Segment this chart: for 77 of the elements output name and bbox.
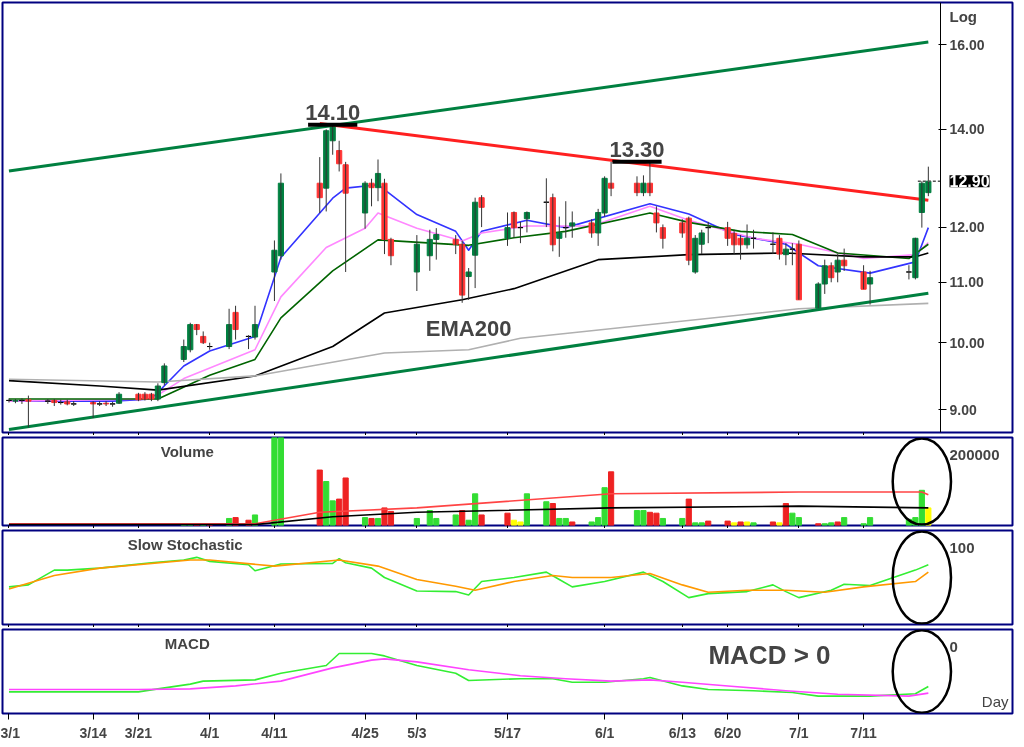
- candlestick: [834, 253, 841, 283]
- candlestick: [640, 174, 647, 197]
- bar: [743, 521, 751, 526]
- bar: [834, 521, 841, 526]
- bar: [608, 471, 615, 526]
- y-tick-label: 16.00: [949, 36, 985, 53]
- x-tick-label: 3/14: [79, 724, 107, 741]
- x-tick-label: 6/13: [668, 724, 697, 741]
- chart-title: MACD: [164, 634, 210, 652]
- x-tick-label: 7/1: [789, 724, 809, 741]
- x-tick-label: 3/21: [124, 724, 153, 741]
- x-axis-title: Day: [981, 692, 1009, 710]
- bar: [750, 522, 757, 526]
- candlestick: [25, 395, 32, 428]
- ref-line-label: 12.90: [949, 173, 990, 191]
- candlestick: [504, 211, 511, 247]
- candlestick: [588, 218, 595, 239]
- candlestick: [193, 323, 200, 336]
- text: 100: [949, 538, 975, 556]
- y-tick-label: 10.00: [949, 334, 985, 351]
- line-series: [8, 302, 930, 383]
- x-tick-label: 4/25: [351, 724, 379, 741]
- candlestick: [232, 305, 239, 341]
- x-tick-label: 3/1: [0, 724, 21, 741]
- candlestick: [556, 216, 563, 258]
- annotation: MACD > 0: [708, 639, 831, 670]
- bar: [374, 517, 382, 526]
- bar: [452, 514, 459, 526]
- annotation: 13.30: [609, 136, 665, 162]
- candlestick: [776, 234, 783, 261]
- chart-title: Slow Stochastic: [127, 535, 243, 553]
- candlestick: [51, 398, 58, 407]
- bar: [705, 520, 712, 526]
- bar: [368, 517, 375, 526]
- bar: [504, 512, 511, 526]
- candlestick: [912, 237, 919, 280]
- y-tick-label: 12.00: [949, 219, 985, 236]
- bar: [679, 517, 686, 526]
- candlestick: [569, 210, 576, 239]
- candlestick: [653, 205, 660, 233]
- annotation: 14.10: [305, 99, 361, 125]
- bar: [731, 522, 738, 526]
- bar: [361, 517, 369, 526]
- y-tick-label: 9.00: [949, 401, 977, 418]
- bar: [478, 514, 485, 526]
- candlestick: [368, 178, 375, 207]
- annotation: EMA200: [425, 315, 512, 341]
- candlestick: [478, 194, 485, 228]
- bar: [316, 469, 323, 526]
- annotation: Log: [949, 7, 977, 25]
- annotation: 0: [949, 637, 958, 655]
- x-tick-label: 4/11: [261, 724, 288, 741]
- bar: [685, 498, 692, 526]
- candlestick: [161, 362, 168, 386]
- bar: [659, 517, 666, 526]
- x-tick-label: 4/1: [199, 724, 220, 741]
- candlestick: [12, 398, 19, 404]
- candlestick: [860, 264, 867, 290]
- annotation: 200000: [949, 445, 1000, 463]
- x-tick-label: 6/1: [594, 724, 615, 741]
- candlestick: [342, 161, 349, 273]
- x-tick-label: 7/11: [850, 724, 878, 741]
- y-tick-label: 11.00: [949, 274, 984, 291]
- x-tick-label: 5/3: [407, 724, 427, 741]
- candlestick: [465, 267, 472, 301]
- chart-title: Volume: [160, 442, 214, 460]
- bar: [769, 521, 777, 526]
- bar: [724, 520, 731, 526]
- bar: [543, 501, 550, 526]
- x-tick-label: 6/20: [714, 724, 742, 741]
- bar: [413, 517, 420, 526]
- bar: [737, 521, 744, 526]
- y-tick-label: 14.00: [949, 121, 985, 138]
- bar: [841, 517, 848, 526]
- bar: [776, 522, 783, 526]
- x-tick-label: 5/17: [493, 724, 522, 741]
- bar: [569, 521, 576, 526]
